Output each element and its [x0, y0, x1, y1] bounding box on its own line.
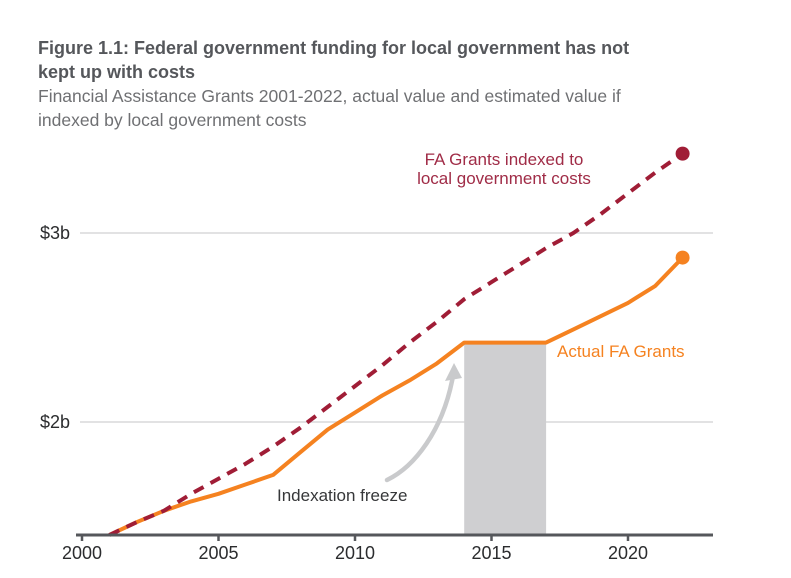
- gridlines: [80, 232, 713, 423]
- actual-fa-grants-endpoint-dot: [675, 250, 690, 265]
- indexed-series-label-line2: local government costs: [417, 169, 591, 188]
- figure-subtitle-line2: indexed by local government costs: [38, 110, 307, 130]
- x-tick-label: 2000: [61, 543, 103, 563]
- figure-title-line2: kept up with costs: [38, 62, 196, 82]
- figure-title-line1: Figure 1.1: Federal government funding f…: [38, 38, 630, 58]
- x-tick-label: 2010: [334, 543, 376, 563]
- indexed-fa-grants-endpoint-dot: [675, 146, 690, 161]
- figure-subtitle: Financial Assistance Grants 2001-2022, a…: [38, 84, 718, 132]
- figure-subtitle-line1: Financial Assistance Grants 2001-2022, a…: [38, 86, 621, 106]
- indexation-freeze-band: [464, 342, 547, 535]
- x-tick-label: 2020: [607, 543, 649, 563]
- indexed-series-label-line1: FA Grants indexed to: [424, 150, 584, 169]
- actual-series-label: Actual FA Grants: [557, 342, 685, 361]
- indexed-fa-grants-line: [108, 151, 684, 537]
- y-tick-label: $2b: [39, 412, 70, 432]
- freeze-arrow: [384, 363, 462, 483]
- actual-fa-grants-line: [108, 256, 685, 537]
- indexation-freeze-annotation: Indexation freeze: [277, 486, 408, 505]
- figure-title: Figure 1.1: Federal government funding f…: [38, 36, 718, 84]
- y-tick-label: $3b: [39, 223, 70, 243]
- x-tick-label: 2005: [198, 543, 239, 563]
- indexed-series-label: FA Grants indexed to local government co…: [394, 150, 614, 188]
- x-tick-label: 2015: [471, 543, 512, 563]
- x-axis: [76, 533, 713, 541]
